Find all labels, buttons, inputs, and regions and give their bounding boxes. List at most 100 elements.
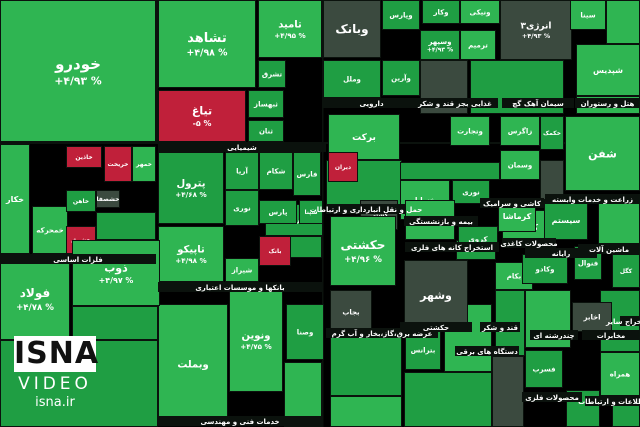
stock-tile[interactable]: وبملت (158, 304, 228, 424)
stock-tile-rect[interactable] (258, 0, 322, 58)
stock-tile-rect[interactable] (248, 90, 284, 118)
stock-tile-rect[interactable] (0, 0, 156, 142)
stock-tile[interactable]: بانک (259, 236, 291, 266)
stock-tile[interactable]: خاهن (66, 190, 96, 212)
stock-tile-rect[interactable] (500, 0, 572, 60)
stock-tile-rect[interactable] (330, 216, 396, 286)
stock-tile-rect[interactable] (422, 0, 460, 24)
stock-tile[interactable]: خمحرکه (32, 206, 68, 254)
stock-tile[interactable]: خریخت (104, 146, 132, 182)
stock-tile-rect[interactable] (0, 144, 30, 254)
stock-tile[interactable]: وسمان (500, 150, 540, 180)
stock-tile-rect[interactable] (158, 304, 228, 424)
stock-tile-rect[interactable] (286, 304, 324, 360)
stock-tile-rect[interactable] (576, 44, 640, 96)
stock-tile-rect[interactable] (225, 190, 259, 226)
stock-tile[interactable]: ذوب +۴/۹۷ % (72, 240, 160, 306)
stock-tile[interactable]: شیراز (225, 258, 259, 282)
stock-tile-rect[interactable] (72, 240, 160, 306)
stock-tile-rect[interactable] (259, 152, 293, 190)
stock-tile-rect[interactable] (522, 254, 568, 284)
stock-tile[interactable]: پترول+۴/۶۸ % (158, 152, 224, 224)
stock-tile-rect[interactable] (570, 0, 606, 30)
stock-tile[interactable]: کگل (612, 254, 640, 288)
stock-tile-rect[interactable] (382, 0, 420, 30)
stock-tile[interactable]: وملل (323, 60, 381, 98)
stock-tile[interactable]: وکادو (522, 254, 568, 284)
stock-tile-rect[interactable] (225, 258, 259, 282)
stock-tile-rect[interactable] (32, 206, 68, 254)
stock-tile-rect[interactable] (323, 0, 381, 58)
stock-tile[interactable]: دیران (328, 152, 358, 182)
stock-tile-rect[interactable] (452, 180, 490, 204)
stock-tile[interactable]: وآرین (382, 60, 420, 96)
stock-tile[interactable]: فسرب (525, 350, 563, 388)
stock-tile-rect[interactable] (323, 60, 381, 98)
stock-tile[interactable]: وکار (422, 0, 460, 24)
stock-tile[interactable]: ترمیم (460, 30, 496, 60)
stock-tile[interactable]: نوری (452, 180, 490, 204)
stock-tile[interactable]: بکام (495, 262, 533, 290)
stock-tile[interactable]: وتجارت (450, 116, 490, 146)
stock-tile-rect[interactable] (248, 120, 284, 142)
stock-tile[interactable]: تشاهد +۴/۹۸ % (158, 0, 256, 88)
stock-tile-rect[interactable] (158, 90, 246, 142)
stock-tile-rect[interactable] (525, 350, 563, 388)
stock-tile-rect[interactable] (299, 200, 323, 224)
stock-tile[interactable]: پارس (259, 200, 297, 224)
stock-tile[interactable]: آریا (225, 152, 259, 190)
stock-tile-rect[interactable] (460, 0, 500, 24)
stock-tile-rect[interactable] (259, 200, 297, 224)
stock-tile-rect[interactable] (404, 260, 468, 330)
stock-tile-rect[interactable] (158, 152, 224, 224)
stock-tile-rect[interactable] (450, 116, 490, 146)
stock-tile[interactable]: ثنان (248, 120, 284, 142)
stock-tile-rect[interactable] (104, 146, 132, 182)
stock-tile[interactable]: خودرو +۴/۹۳ % (0, 0, 156, 142)
stock-tile[interactable]: تامید+۴/۹۵ % (258, 0, 322, 58)
stock-tile[interactable]: وپارس (382, 0, 420, 30)
stock-tile[interactable]: انرژی۳+۴/۹۳ % (500, 0, 572, 60)
stock-tile-rect[interactable] (259, 236, 291, 266)
stock-tile[interactable]: وشهر (404, 260, 468, 330)
stock-tile[interactable]: ونیکی (460, 0, 500, 24)
stock-tile[interactable]: سیستم (544, 200, 588, 240)
stock-tile[interactable]: شپنا (299, 200, 323, 224)
stock-tile-rect[interactable] (225, 152, 259, 190)
stock-tile[interactable]: فولاد +۴/۷۸ % (0, 258, 70, 340)
stock-tile-rect[interactable] (330, 290, 372, 334)
stock-tile[interactable]: وسپهر+۴/۹۳ % (420, 30, 460, 60)
stock-tile-rect[interactable] (382, 60, 420, 96)
stock-tile-rect[interactable] (540, 116, 564, 150)
stock-tile[interactable]: خاذین (66, 146, 102, 168)
stock-tile[interactable]: ونوین+۴/۷۵ % (229, 288, 283, 392)
stock-tile[interactable]: فارس (293, 152, 321, 196)
stock-tile[interactable]: ثبهساز (248, 90, 284, 118)
stock-tile[interactable]: تشرق (258, 60, 286, 88)
stock-tile-rect[interactable] (420, 30, 460, 60)
stock-tile[interactable]: شفن (565, 116, 640, 191)
stock-tile-rect[interactable] (66, 146, 102, 168)
stock-tile[interactable]: وبانک (323, 0, 381, 58)
stock-tile-rect[interactable] (565, 116, 640, 191)
stock-tile[interactable]: زاگرس (500, 116, 540, 146)
stock-tile[interactable]: شکام (259, 152, 293, 190)
stock-tile-rect[interactable] (158, 226, 224, 282)
stock-tile[interactable]: وصنا (286, 304, 324, 360)
stock-tile-rect[interactable] (612, 254, 640, 288)
stock-tile-rect[interactable] (460, 30, 496, 60)
stock-tile[interactable]: تاپیکو+۴/۹۸ % (158, 226, 224, 282)
stock-tile[interactable]: خکمک (540, 116, 564, 150)
stock-tile[interactable]: بجاب (330, 290, 372, 334)
stock-tile[interactable]: همراه (600, 352, 640, 396)
stock-tile[interactable]: اخابر (572, 302, 612, 332)
stock-tile[interactable]: خشصفا (96, 190, 120, 208)
stock-tile[interactable]: شپدیس (576, 44, 640, 96)
stock-tile-rect[interactable] (500, 150, 540, 180)
stock-tile[interactable]: سینا (570, 0, 606, 30)
stock-tile-rect[interactable] (500, 116, 540, 146)
stock-tile-rect[interactable] (328, 152, 358, 182)
stock-tile-rect[interactable] (158, 0, 256, 88)
stock-tile[interactable]: حکشتی +۴/۹۶ % (330, 216, 396, 286)
stock-tile-rect[interactable] (258, 60, 286, 88)
